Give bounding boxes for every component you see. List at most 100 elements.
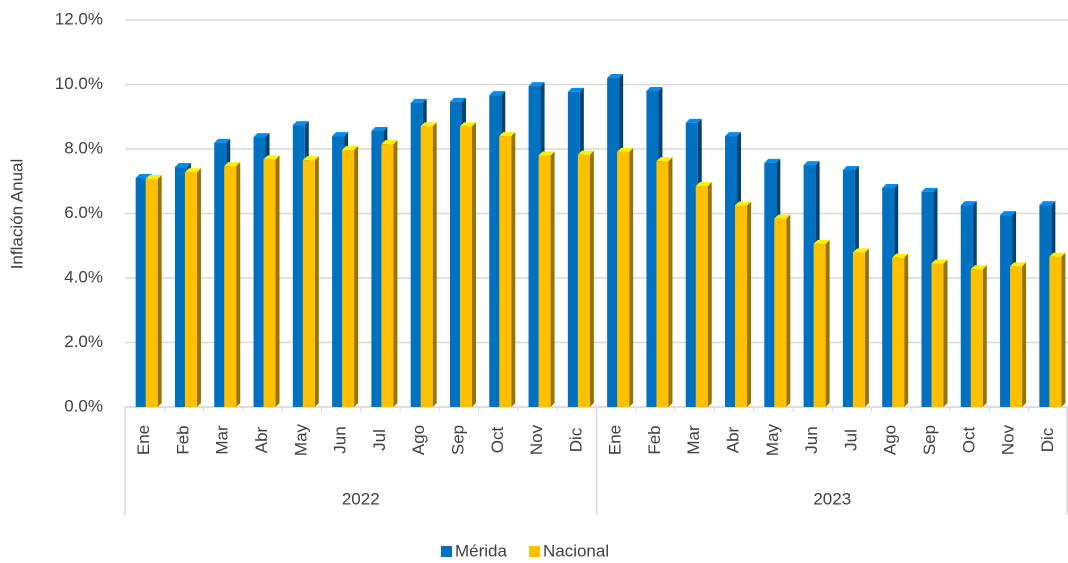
x-tick-label: Nov [999,424,1018,455]
bar-top [931,259,948,264]
bar-top [617,147,634,152]
bar-top [528,82,545,87]
y-tick-label: 12.0% [55,9,103,28]
legend-swatch [528,546,540,557]
x-tick-label: Mar [684,425,703,455]
bar-top [646,86,663,91]
bar [882,188,895,407]
bar-side [943,259,948,407]
bar-top [449,97,466,102]
bar [528,86,541,408]
bar-top [892,253,909,258]
bar [214,142,227,407]
bar-top [842,165,859,170]
bar-top [813,239,830,244]
bar [1000,215,1013,407]
bar [774,218,787,407]
bar-top [764,158,781,163]
bar [342,149,355,407]
bar-side [668,157,673,407]
bar-top [184,168,201,173]
bar [842,169,855,407]
bar-top [577,150,594,155]
bar-top [342,145,359,150]
bar-top [332,132,349,137]
bar-side [393,140,398,407]
bar-side [864,248,869,407]
bar [892,257,905,407]
bar-top [695,182,712,187]
bar-top [459,122,476,127]
bar-side [629,147,634,407]
bar-top [253,133,270,138]
y-axis-label: Inflación Anual [7,159,26,270]
bar-side [471,122,476,408]
x-tick-label: Feb [645,425,664,454]
x-tick-label: Jun [802,426,821,453]
x-tick-label: Ago [881,425,900,455]
bar-top [685,118,702,123]
bar-top [567,87,584,92]
bar-top [1039,201,1056,206]
bar-side [432,122,437,408]
bar [292,125,305,407]
legend-label: Mérida [455,541,508,560]
bar-side [157,174,162,407]
x-tick-label: Oct [959,427,978,454]
bar-top [725,132,742,137]
bar-top [224,162,241,167]
bar-side [511,132,516,407]
bar-side [1061,252,1066,407]
bar [1039,205,1052,407]
group-label: 2022 [342,489,380,508]
bar [459,126,472,408]
y-tick-label: 2.0% [64,332,103,351]
bar-top [381,140,398,145]
x-tick-label: Dic [566,427,585,452]
bar-top [538,151,555,156]
bar-top [1049,252,1066,257]
bar [803,165,816,407]
bar-side [1022,262,1027,407]
bar-top [607,74,624,79]
bar [302,160,315,407]
bar [499,136,512,407]
legend-swatch [441,546,452,557]
bar [813,243,826,407]
bar-side [196,168,201,407]
bar [577,154,590,407]
y-tick-label: 10.0% [55,74,103,93]
bar-top [174,163,191,168]
bar-top [499,132,516,137]
bar-top [145,174,162,179]
bar [764,162,777,407]
x-tick-label: Jul [370,429,389,451]
x-tick-label: May [291,423,310,456]
bar-side [314,156,319,407]
bar [656,161,669,407]
bar-top [960,201,977,206]
bar-top [774,214,791,219]
bar [174,167,187,407]
x-tick-label: Feb [173,425,192,454]
bar [263,159,276,407]
bar-top [302,156,319,161]
bar-top [852,248,869,253]
bar-side [236,162,241,407]
bar-side [904,253,909,407]
bar-top [371,126,388,131]
bar [381,144,394,407]
bar [970,269,983,407]
bar-side [825,239,830,407]
legend-label: Nacional [543,541,609,560]
bar-top [1000,211,1017,216]
bar [253,137,266,407]
bar-side [275,155,280,407]
y-tick-label: 6.0% [64,203,103,222]
bar-top [970,265,987,270]
x-tick-label: Mar [213,425,232,455]
bar-top [656,157,673,162]
x-tick-label: Nov [527,424,546,455]
bar [332,136,345,407]
